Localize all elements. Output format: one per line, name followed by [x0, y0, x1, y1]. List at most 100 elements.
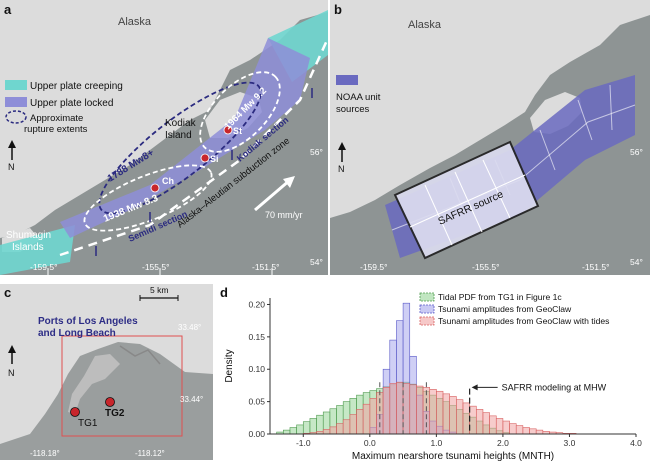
rupture-1964 — [199, 71, 281, 153]
label-kodiak-2: Island — [165, 130, 192, 141]
hist-bar-series-2-31 — [509, 423, 517, 435]
hist-bar-series-2-7 — [349, 414, 357, 435]
axes-layer: SAFRR modeling at MHW -1.0 0.0 1.0 2.0 3.0 4.0… — [224, 298, 642, 462]
panel-c-svg: 5 km Ports of Los Angeles and Long Beach… — [0, 284, 213, 460]
hist-bar-series-2-17 — [416, 385, 424, 435]
hist-bar-series-2-27 — [482, 412, 490, 435]
hist-bar-series-2-23 — [456, 399, 464, 435]
label-alaska: Alaska — [118, 16, 152, 28]
plate-motion-arrowhead — [283, 176, 295, 188]
hist-bar-series-2-8 — [356, 409, 364, 435]
legend-swatch-2 — [419, 316, 435, 326]
hist-bar-series-2-21 — [442, 393, 450, 435]
legend-rupture-label-1: Approximate — [30, 113, 83, 124]
safrr-source-region — [393, 140, 540, 260]
rupture-1788 — [98, 81, 262, 215]
x-tick-label-5: 4.0 — [630, 438, 642, 448]
y-tick-label-4: 0.20 — [248, 299, 265, 309]
hist-bar-series-2-9 — [362, 403, 371, 435]
lon-tick-c-1: -118.12° — [135, 449, 165, 458]
label-shumagin-2: Islands — [12, 242, 44, 253]
hist-bar-series-2-6 — [342, 419, 351, 435]
panel-b-map: Alaska NOAA unit sources N SAFRR source … — [330, 0, 650, 275]
site-st-marker — [223, 125, 233, 135]
label-ch: Ch — [162, 176, 174, 186]
label-alaska: Alaska — [408, 19, 442, 31]
label-plate-rate: 70 mm/yr — [265, 210, 303, 220]
site-ch-marker — [150, 183, 160, 193]
trench-line — [59, 37, 328, 257]
hist-bar-series-2-24 — [462, 402, 470, 435]
x-tick-label-2: 1.0 — [430, 438, 442, 448]
histogram-chart: SAFRR modeling at MHW -1.0 0.0 1.0 2.0 3.0 4.0… — [218, 284, 650, 464]
legend-swatch-1 — [419, 304, 435, 314]
hist-bar-series-2-26 — [475, 409, 484, 435]
annotation-arrowhead — [471, 384, 478, 391]
panel-b-svg: Alaska NOAA unit sources N SAFRR source … — [330, 0, 650, 275]
lon-tick-b-2: -151.5° — [582, 262, 610, 272]
legend-locked-swatch — [5, 97, 27, 107]
lon-tick-c-0: -118.18° — [30, 449, 60, 458]
panel-a-svg: Alaska Upper plate creeping Upper plate … — [0, 0, 328, 275]
hist-bar-series-2-16 — [409, 384, 417, 435]
lon-tick-b-1: -155.5° — [472, 262, 500, 272]
lat-tick-a-1: 54° — [310, 257, 323, 267]
panel-d-letter: d — [220, 285, 228, 300]
legend-noaa-swatch — [336, 75, 358, 85]
hist-bar-series-2-32 — [515, 425, 524, 435]
north-label: N — [8, 368, 15, 378]
lat-tick-b-0: 56° — [630, 147, 643, 157]
coastline-land — [0, 284, 213, 444]
hist-bar-series-2-12 — [382, 387, 391, 435]
study-area-box — [61, 335, 183, 437]
lon-tick-a-0: -159.5° — [30, 262, 58, 272]
north-label: N — [8, 162, 15, 172]
legend-noaa-label-2: sources — [336, 104, 370, 115]
lat-tick-a-0: 56° — [310, 147, 323, 157]
legend-noaa-label-1: NOAA unit — [336, 92, 381, 103]
panel-d-chart: SAFRR modeling at MHW -1.0 0.0 1.0 2.0 3.0 4.0… — [218, 284, 650, 464]
hist-bar-series-2-15 — [402, 383, 411, 435]
lon-tick-a-2: -151.5° — [252, 262, 280, 272]
legend-label-1: Tsunami amplitudes from GeoClaw — [438, 304, 572, 314]
ports-title-2: and Long Beach — [38, 328, 116, 339]
harbor-breakwater — [68, 354, 120, 414]
lat-tick-b-1: 54° — [630, 257, 643, 267]
hist-bar-series-2-30 — [502, 420, 510, 435]
legend-label-0: Tidal PDF from TG1 in Figure 1c — [438, 292, 562, 302]
x-tick-label-0: -1.0 — [296, 438, 311, 448]
panel-a-map: Alaska Upper plate creeping Upper plate … — [0, 0, 328, 275]
lon-tick-a-1: -155.5° — [142, 262, 170, 272]
label-si: Si — [210, 154, 219, 164]
tg2-label: TG2 — [105, 408, 125, 419]
hist-bar-series-0-4 — [302, 421, 311, 435]
hist-bar-series-2-10 — [369, 398, 377, 435]
legend-creeping-swatch — [5, 80, 27, 90]
hist-bar-series-2-20 — [436, 390, 444, 435]
hist-bar-series-0-5 — [309, 418, 317, 435]
panel-c-letter: c — [4, 285, 12, 300]
y-tick-label-0: 0.00 — [248, 429, 265, 439]
hist-bar-series-2-25 — [469, 405, 477, 435]
scale-label: 5 km — [150, 285, 168, 295]
locked-zone — [60, 38, 310, 238]
tg2-marker — [105, 397, 115, 407]
x-tick-label-3: 2.0 — [497, 438, 509, 448]
alaska-mainland — [0, 0, 328, 238]
label-st: St — [233, 126, 242, 136]
hist-bar-series-2-3 — [322, 429, 331, 435]
y-axis-label: Density — [224, 349, 235, 382]
hist-bar-series-0-3 — [296, 424, 304, 435]
rupture-1938 — [83, 164, 213, 232]
hist-bar-series-2-33 — [522, 427, 530, 435]
y-tick-label-2: 0.10 — [248, 364, 265, 374]
ports-title-1: Ports of Los Angeles — [38, 316, 138, 327]
hist-bar-series-0-2 — [289, 427, 297, 435]
legend-rupture-swatch — [5, 110, 27, 124]
hist-bar-series-2-22 — [449, 396, 457, 435]
x-axis-label: Maximum nearshore tsunami heights (MNTH) — [352, 451, 554, 462]
plate-motion-arrow — [254, 178, 291, 212]
panel-c-map: 5 km Ports of Los Angeles and Long Beach… — [0, 284, 213, 460]
lat-tick-c-1: 33.44° — [180, 395, 203, 404]
label-shumagin-1: Shumagin — [6, 230, 51, 241]
